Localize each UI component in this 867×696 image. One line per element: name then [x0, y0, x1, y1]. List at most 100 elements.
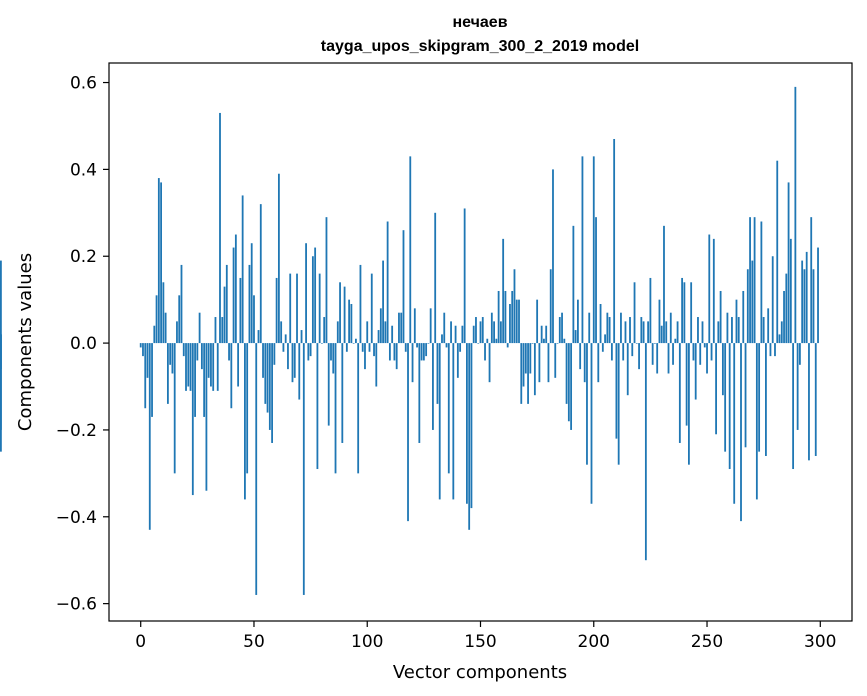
bar [805, 251, 808, 344]
bar [459, 343, 462, 352]
bar [343, 286, 346, 344]
bar [533, 343, 536, 396]
bar [187, 343, 190, 387]
bar [484, 343, 486, 361]
bar [366, 321, 369, 344]
y-tick-label: −0.6 [56, 595, 97, 615]
bar [676, 321, 679, 344]
bar [189, 343, 192, 391]
bar [540, 325, 543, 344]
bar [708, 234, 711, 344]
bar [715, 343, 717, 435]
bar [391, 325, 394, 344]
bar [0, 343, 2, 430]
bar [817, 247, 819, 344]
bar [350, 304, 353, 344]
bar [282, 343, 285, 352]
bar [355, 338, 357, 344]
bar [142, 343, 144, 357]
y-tick-label: −0.2 [56, 421, 97, 441]
bar [246, 343, 249, 474]
bar [536, 299, 539, 344]
bar [572, 225, 575, 344]
bar [262, 343, 264, 378]
bar [746, 269, 749, 344]
bar [552, 169, 554, 344]
bar [221, 317, 224, 344]
bar [361, 343, 364, 352]
bar [316, 343, 319, 470]
bar [298, 343, 301, 400]
bar [477, 343, 480, 344]
bar [466, 343, 468, 504]
bar [475, 317, 477, 344]
bar [232, 247, 235, 344]
bar [502, 238, 505, 344]
bar [751, 260, 754, 344]
bar [488, 343, 491, 383]
bar [583, 343, 586, 383]
bar [404, 343, 407, 352]
bar [558, 317, 561, 344]
bar [441, 334, 443, 344]
bar [253, 295, 255, 344]
bar [665, 321, 668, 344]
bar [731, 317, 733, 344]
bar [622, 343, 625, 361]
bar [554, 343, 557, 378]
bar [780, 321, 783, 344]
bar [497, 290, 500, 344]
bar [771, 256, 774, 344]
bar [275, 277, 278, 344]
bar [425, 343, 428, 357]
bar [173, 343, 176, 474]
bar [257, 330, 260, 344]
bar [520, 343, 523, 404]
bar [513, 269, 516, 344]
bar [432, 343, 434, 430]
bar [148, 343, 151, 530]
bar [210, 343, 212, 387]
bar [601, 343, 604, 352]
bar [151, 343, 153, 417]
bar [144, 343, 147, 409]
bar [588, 312, 591, 344]
bar [309, 343, 312, 357]
bar [610, 343, 613, 361]
bar [166, 343, 169, 404]
bar [801, 260, 804, 344]
bar [146, 343, 149, 378]
bar [785, 273, 788, 344]
bar [688, 343, 690, 465]
x-tick-label: 250 [691, 632, 723, 652]
bar [524, 343, 527, 374]
y-tick-label: 0.2 [70, 247, 97, 267]
bar [549, 269, 552, 344]
bar [153, 325, 156, 344]
bar [182, 343, 185, 357]
bar [642, 321, 645, 344]
bar [375, 343, 378, 387]
bar [388, 343, 391, 361]
bar [681, 277, 684, 344]
bar [678, 343, 681, 443]
bar [259, 204, 262, 344]
bar [472, 325, 475, 344]
bar [452, 343, 455, 500]
bar [207, 343, 210, 378]
bar [216, 343, 219, 391]
bar [692, 343, 695, 361]
bar [386, 221, 389, 344]
bar [590, 343, 593, 504]
bar [776, 160, 779, 344]
bar [214, 317, 217, 344]
bar [599, 304, 602, 344]
bar [577, 299, 579, 344]
bar [765, 343, 767, 456]
bar [321, 343, 323, 344]
bar [529, 343, 532, 374]
bar [332, 343, 335, 374]
bar [0, 334, 2, 344]
bar [613, 138, 616, 344]
